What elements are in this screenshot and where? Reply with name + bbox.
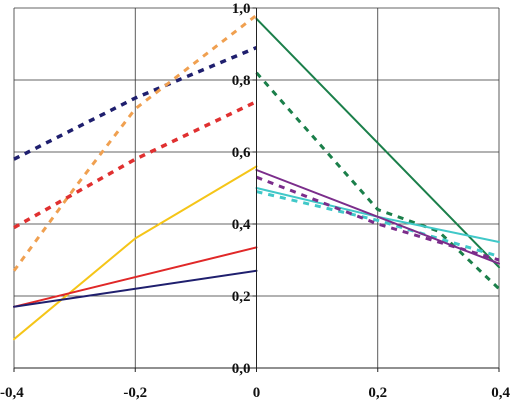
series-line-1 (13, 45, 258, 161)
y-tick-label: 0,0 (232, 361, 251, 377)
series-line-10 (256, 190, 500, 258)
y-tick-label: 0,4 (232, 217, 251, 233)
x-tick-label: -0,2 (123, 385, 147, 401)
x-tick-label: -0,4 (0, 385, 24, 401)
series-line-7 (255, 17, 500, 269)
series-line-11 (255, 169, 500, 265)
x-tick-label: 0,2 (368, 385, 387, 401)
series-line-8 (255, 71, 501, 290)
x-tick-label: 0 (253, 385, 261, 401)
axis-layer (13, 7, 500, 372)
series-line-3 (13, 100, 258, 230)
y-tick-label: 0,6 (232, 145, 251, 161)
series-line-5 (13, 246, 258, 308)
series-line-6 (13, 269, 258, 308)
x-tick-label: 0,4 (491, 385, 510, 401)
series-layer (12, 14, 501, 341)
series-line-4 (13, 165, 258, 341)
y-tick-label: 0,2 (232, 289, 251, 305)
y-tick-label: 1,0 (232, 1, 251, 17)
y-tick-label: 0,8 (232, 73, 251, 89)
series-line-2 (12, 14, 258, 272)
